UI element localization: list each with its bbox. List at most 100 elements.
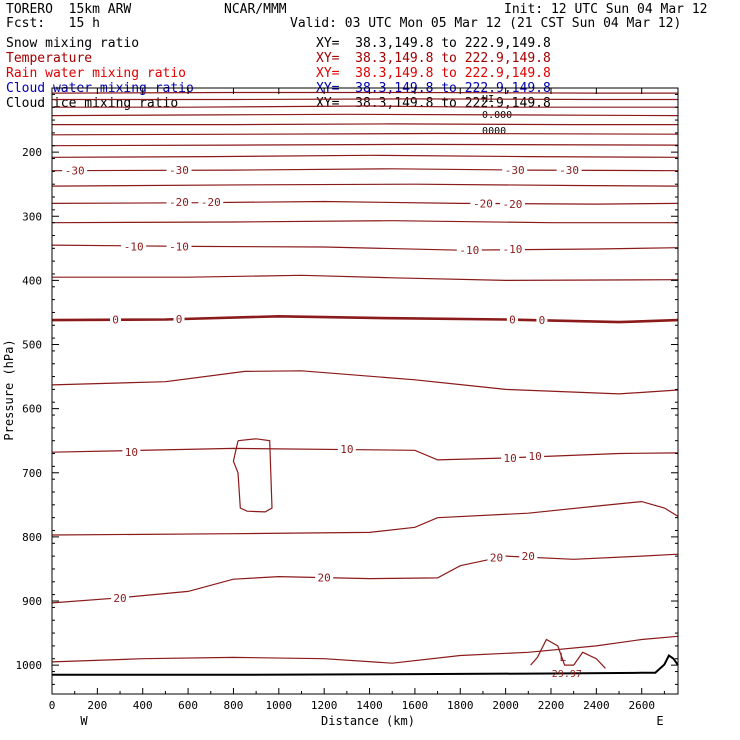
isotherm-minus-55	[51, 113, 679, 117]
center-label: NCAR/MMM	[224, 2, 287, 17]
low-pressure-contour	[530, 638, 606, 669]
contour-label: -20	[473, 197, 493, 210]
forecast-label: Fcst: 15 h	[6, 16, 100, 31]
x-tick-label: 1400	[356, 699, 383, 712]
contour-label: 0	[176, 313, 183, 326]
isotherm-minus-45	[51, 132, 679, 136]
west-label: W	[80, 714, 88, 728]
contour-label: 20	[522, 550, 535, 563]
y-tick-label: 600	[22, 403, 42, 416]
contour-label-bg	[62, 164, 88, 177]
field-xy-temperature: XY= 38.3,149.8 to 222.9,149.8	[316, 51, 551, 66]
x-tick-label: 2400	[583, 699, 610, 712]
contour-label-bg	[526, 450, 545, 463]
contour-label-bg	[111, 591, 130, 604]
field-label-rain: Rain water mixing ratio	[6, 66, 187, 81]
isotherm-minus-35	[51, 154, 679, 158]
y-axis-label: Pressure (hPa)	[2, 339, 16, 440]
isotherm-minus-15	[51, 220, 678, 224]
x-tick-label: 2600	[628, 699, 655, 712]
x-tick-label: 1800	[447, 699, 474, 712]
contour-label: 10	[340, 443, 353, 456]
y-tick-label: 400	[22, 274, 42, 287]
contour-label-bg	[487, 551, 506, 564]
x-tick-label: 200	[87, 699, 107, 712]
isotherm-10	[51, 447, 679, 461]
init-label: Init: 12 UTC Sun 04 Mar 12	[504, 2, 708, 17]
x-tick-label: 0	[49, 699, 56, 712]
isotherm-minus-40	[51, 143, 679, 147]
contour-label: -30	[169, 164, 189, 177]
contour-label-bg	[110, 313, 122, 326]
field-label-temperature: Temperature	[6, 51, 93, 66]
contour-labels: -30 -30 -30 -30 -20 -20 -20 -20 -10 -10 -10 -10 0 0 0 0…	[62, 164, 582, 680]
isotherm-minus-25	[51, 183, 679, 187]
isotherm-20	[51, 553, 679, 604]
hi-note: HI 0.000 0000	[470, 88, 513, 137]
contour-label-bg	[499, 242, 525, 255]
y-tick-label: 300	[22, 210, 42, 223]
isotherm-minus-10	[51, 244, 679, 251]
contour-label-bg	[166, 164, 192, 177]
isotherm-minus-30	[51, 168, 679, 172]
field-label-cloud-water: Cloud water mixing ratio	[6, 81, 194, 96]
low-center-marker: L	[560, 651, 567, 664]
field-xy-cloud-water: XY= 38.3,149.8 to 222.9,149.8	[316, 81, 551, 96]
y-tick-label: 800	[22, 531, 42, 544]
contour-label: -30	[505, 164, 525, 177]
contour-label: 20	[490, 551, 503, 564]
contour-label-bg	[499, 198, 525, 211]
isotherm-minus-20	[51, 200, 679, 205]
plot-frame	[51, 87, 679, 695]
contour-label: -10	[169, 240, 189, 253]
isotherm-25	[51, 635, 679, 664]
model-label: TORERO 15km ARW	[6, 2, 132, 17]
x-tick-label: 2000	[492, 699, 519, 712]
contour-label-bg	[315, 571, 334, 584]
contour-label-bg	[121, 240, 147, 253]
contour-label-bg	[456, 244, 482, 257]
axes: 0 200 400 600 800 1000 1200 1400 1600 1800 2000 220…	[16, 88, 678, 712]
contour-label-bg	[506, 313, 518, 326]
hi-note-value: 0.000	[482, 110, 513, 121]
contour-label-bg	[198, 196, 224, 209]
valid-label: Valid: 03 UTC Mon 05 Mar 12 (21 CST Sun …	[290, 16, 682, 31]
x-axis-label: Distance (km)	[321, 714, 415, 728]
isotherm-contours	[51, 91, 679, 676]
contour-label: 0	[112, 313, 119, 326]
contour-label-bg	[502, 164, 528, 177]
contour-label: -30	[65, 165, 85, 178]
contour-label: 20	[318, 571, 331, 584]
contour-label: 20	[113, 592, 126, 605]
isotherm-15	[51, 500, 679, 536]
x-tick-label: 2200	[538, 699, 565, 712]
x-tick-label: 400	[133, 699, 153, 712]
x-tick-label: 1200	[311, 699, 338, 712]
isotherm-5	[51, 370, 679, 395]
contour-label-bg	[173, 312, 185, 325]
contour-label: 10	[125, 446, 138, 459]
field-label-cloud-ice: Cloud ice mixing ratio	[6, 96, 179, 111]
field-label-snow: Snow mixing ratio	[6, 36, 140, 51]
isotherm-0	[51, 314, 679, 324]
y-tick-label: 500	[22, 339, 42, 352]
y-tick-label: 1000	[16, 659, 43, 672]
contour-label: 0	[509, 313, 516, 326]
contour-label: 10	[528, 450, 541, 463]
contour-label: 0	[539, 314, 546, 327]
contour-label-bg	[337, 443, 356, 456]
contour-label: -20	[502, 198, 522, 211]
contour-label: -10	[502, 243, 522, 256]
y-tick-label: 700	[22, 467, 42, 480]
contour-label: -20	[169, 196, 189, 209]
enclosed-isotherm	[232, 438, 273, 513]
y-tick-label: 900	[22, 595, 42, 608]
hi-note-marker: HI	[482, 94, 495, 105]
field-xy-cloud-ice: XY= 38.3,149.8 to 222.9,149.8	[316, 96, 551, 111]
hi-note-code: 0000	[482, 126, 507, 137]
contour-label-bg	[122, 446, 141, 459]
terrain-line	[52, 654, 679, 676]
contour-label-bg	[501, 452, 520, 465]
x-tick-label: 1600	[402, 699, 429, 712]
